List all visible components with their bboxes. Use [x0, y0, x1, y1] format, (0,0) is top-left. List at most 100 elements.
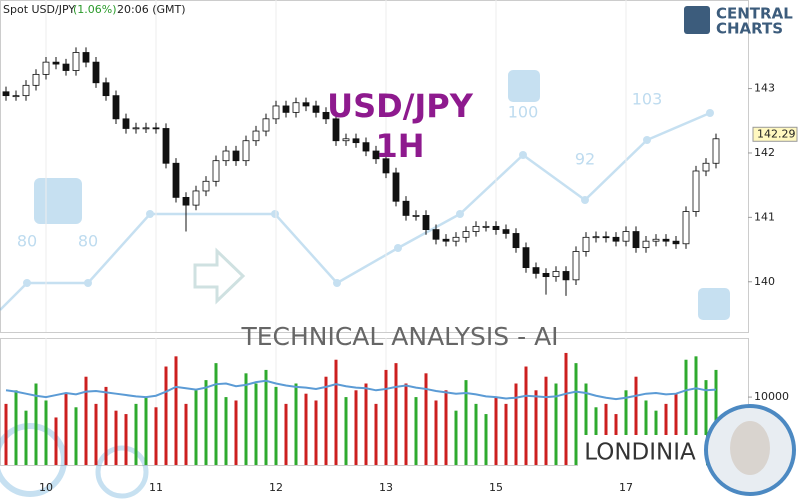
candle-body [72, 52, 80, 71]
candle-body [362, 142, 370, 152]
candle-body [482, 225, 490, 228]
candle-body [262, 118, 270, 132]
candle-body [12, 95, 20, 98]
volume-bar [534, 390, 538, 465]
volume-bar [244, 373, 248, 465]
volume-bar [254, 383, 258, 465]
candle-body [122, 118, 130, 129]
watermark-number: 92 [575, 150, 595, 169]
logo-icon [684, 6, 710, 34]
volume-bar [154, 407, 158, 465]
candle-body [602, 236, 610, 239]
volume-bar [444, 390, 448, 465]
candle-body [332, 118, 340, 142]
volume-bar [554, 383, 558, 465]
y-tick-label: 140 [754, 275, 775, 288]
candle-body [712, 138, 720, 164]
candle-body [692, 170, 700, 212]
volume-bar [384, 369, 388, 465]
volume-bar [404, 383, 408, 465]
candle-body [502, 229, 510, 234]
header-symbol: Spot USD/JPY [3, 3, 75, 16]
candle-body [652, 238, 660, 242]
volume-bar [114, 410, 118, 465]
watermark-pair: USD/JPY [327, 87, 474, 125]
candle-body [492, 225, 500, 230]
volume-bar [214, 363, 218, 465]
x-tick-label: 15 [489, 481, 503, 494]
candle-body [272, 105, 280, 120]
volume-bar [164, 366, 168, 465]
volume-bar [314, 400, 318, 465]
candle-body [682, 211, 690, 245]
watermark-icon [698, 288, 730, 320]
volume-bar [714, 369, 718, 465]
brand-bg [578, 435, 706, 469]
volume-bar [704, 380, 708, 465]
volume-bar [684, 359, 688, 465]
candle-body [562, 271, 570, 281]
volume-bar [484, 414, 488, 465]
candle-body [342, 138, 350, 142]
candle-body [162, 128, 170, 164]
watermark-brand: LONDINIA [584, 440, 696, 466]
v-tick-label: 10000 [754, 390, 789, 403]
candle-body [22, 84, 30, 97]
watermark-icon [34, 178, 82, 224]
volume-bar [604, 403, 608, 465]
candle-body [382, 158, 390, 174]
candle-body [432, 229, 440, 240]
watermark-circle [95, 445, 149, 499]
header-change: (1.06%) [73, 3, 117, 16]
watermark-icon [508, 70, 540, 102]
volume-bar [64, 393, 68, 465]
price-panel [0, 0, 749, 333]
candle-body [202, 180, 210, 192]
candle-body [522, 247, 530, 268]
volume-bar [294, 383, 298, 465]
volume-bar [184, 403, 188, 465]
candle-body [112, 95, 120, 120]
candle-body [542, 272, 550, 278]
x-tick-label: 12 [269, 481, 283, 494]
candle-body [322, 111, 330, 120]
candle-body [642, 240, 650, 249]
candle-body [252, 130, 260, 142]
candle-body [152, 127, 160, 130]
candle-body [352, 138, 360, 144]
header-time: 20:06 (GMT) [117, 3, 186, 16]
candle-body [172, 162, 180, 198]
volume-bar [34, 383, 38, 465]
watermark-arrow [193, 247, 246, 305]
candle-body [402, 200, 410, 216]
candle-layer [2, 47, 720, 296]
candle-body [422, 215, 430, 230]
volume-bar [124, 414, 128, 465]
candle-body [82, 52, 90, 63]
candle-body [442, 238, 450, 242]
volume-bar [414, 397, 418, 465]
candle-body [512, 233, 520, 249]
last-price-box [752, 126, 798, 142]
candle-body [292, 102, 300, 113]
candle-body [62, 63, 70, 71]
candle-body [102, 82, 110, 97]
volume-bar [344, 397, 348, 465]
volume-bar [524, 366, 528, 465]
candle-body [302, 102, 310, 107]
volume-bar [304, 393, 308, 465]
candle-body [282, 105, 290, 113]
candle-body [242, 140, 250, 162]
last-price-label: 142.29 [757, 127, 796, 140]
volume-bar [204, 380, 208, 465]
volume-bar [464, 380, 468, 465]
volume-bar [454, 410, 458, 465]
volume-bar [374, 403, 378, 465]
candle-body [452, 236, 460, 242]
candle-body [182, 196, 190, 206]
volume-bar [674, 393, 678, 465]
volume-bar [644, 400, 648, 465]
x-tick-label: 11 [149, 481, 163, 494]
watermark-circle [0, 423, 67, 497]
logo-line2: CHARTS [716, 20, 783, 38]
